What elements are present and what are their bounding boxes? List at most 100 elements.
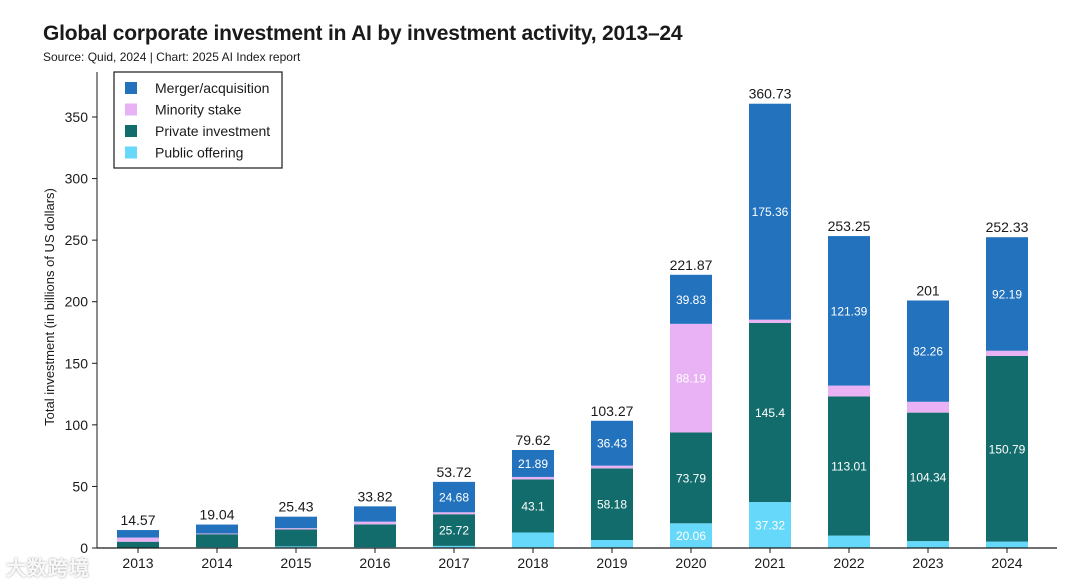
segment-value-label: 104.34 (910, 470, 947, 484)
bar-segment (433, 481, 475, 513)
x-tick-label: 2023 (912, 555, 943, 571)
x-tick-label: 2018 (517, 555, 548, 571)
bar-total-label: 14.57 (120, 512, 155, 528)
bar-stack-2021: 37.32 145.4 175.36 360.73 (749, 86, 792, 548)
bar-segment (670, 274, 712, 324)
legend-label: Merger/acquisition (155, 80, 269, 96)
segment-value-label: 150.79 (989, 442, 1026, 456)
bar-stack-2017: 25.72 24.68 53.72 (433, 464, 475, 548)
bar-stack-2015: 25.43 (275, 499, 317, 548)
segment-value-label: 73.79 (676, 471, 706, 485)
bar-segment (828, 385, 870, 397)
segment-value-label: 113.01 (831, 459, 867, 473)
bar-segment (512, 476, 554, 480)
legend-swatch (125, 125, 137, 137)
bar-total-label: 53.72 (436, 464, 471, 480)
segment-value-label: 24.68 (439, 491, 469, 505)
bar-segment (907, 300, 949, 402)
segment-value-label: 82.26 (913, 345, 943, 359)
y-tick-label: 350 (65, 109, 89, 125)
x-tick-label: 2013 (122, 555, 153, 571)
bar-segment (670, 432, 712, 524)
bar-segment (512, 449, 554, 477)
bar-segment (354, 506, 396, 522)
bar-segment (275, 546, 317, 548)
y-tick-label: 0 (80, 540, 88, 556)
bar-total-label: 252.33 (986, 219, 1029, 235)
y-tick-label: 250 (65, 232, 89, 248)
bar-stack-2022: 113.01 121.39 253.25 (828, 218, 871, 548)
bar-segment (670, 523, 712, 548)
x-tick-label: 2016 (359, 555, 390, 571)
bar-total-label: 360.73 (749, 86, 792, 102)
bar-stack-2016: 33.82 (354, 488, 396, 548)
bar-segment (986, 350, 1028, 356)
bar-segment (828, 396, 870, 536)
bar-stack-2024: 150.79 92.19 252.33 (986, 219, 1029, 548)
bar-segment (117, 530, 159, 538)
segment-value-label: 145.4 (755, 406, 785, 420)
segment-value-label: 92.19 (992, 287, 1022, 301)
legend-label: Public offering (155, 145, 243, 161)
bar-segment (433, 512, 475, 515)
x-tick-label: 2015 (280, 555, 311, 571)
bar-segment (591, 468, 633, 540)
segment-value-label: 43.1 (521, 499, 545, 513)
bars-group: 14.57 19.04 25.43 33.82 25.72 24.68 53.72 43.1 2… (117, 86, 1029, 548)
segment-value-label: 21.89 (518, 457, 548, 471)
y-tick-label: 50 (72, 478, 88, 494)
bar-segment (828, 535, 870, 548)
bar-segment (986, 355, 1028, 542)
x-axis: 2013 2014 2015 2016 2017 2018 2019 2020 2021 2022… (97, 547, 1057, 571)
bar-segment (275, 528, 317, 530)
legend-entry: Public offering (125, 145, 243, 161)
segment-value-label: 58.18 (597, 498, 627, 512)
y-tick-label: 200 (65, 294, 89, 310)
bar-segment (196, 533, 238, 535)
bar-total-label: 79.62 (515, 432, 550, 448)
bar-total-label: 103.27 (591, 403, 634, 419)
legend-entry: Minority stake (125, 102, 242, 118)
y-tick-label: 300 (65, 171, 89, 187)
x-tick-label: 2021 (754, 555, 785, 571)
y-tick-label: 150 (65, 355, 89, 371)
bar-segment (117, 537, 159, 542)
x-tick-label: 2019 (596, 555, 627, 571)
legend-swatch (125, 103, 137, 116)
chart-title: Global corporate investment in AI by inv… (43, 22, 683, 45)
bar-segment (354, 521, 396, 525)
segment-value-label: 88.19 (676, 372, 706, 386)
bar-stack-2023: 104.34 82.26 201 (907, 282, 949, 548)
legend-box (113, 71, 283, 169)
bar-segment (196, 524, 238, 534)
bar-total-label: 25.43 (278, 499, 313, 515)
bar-stack-2019: 58.18 36.43 103.27 (591, 403, 634, 548)
x-tick-label: 2014 (201, 555, 232, 571)
legend-swatch (125, 82, 137, 94)
segment-value-label: 36.43 (597, 437, 627, 451)
bar-segment (591, 539, 633, 548)
bar-segment (749, 319, 791, 323)
legend-entry: Private investment (125, 123, 270, 139)
segment-value-label: 175.36 (752, 205, 789, 219)
bar-segment (907, 401, 949, 413)
bar-segment (749, 322, 791, 503)
x-tick-label: 2017 (438, 555, 469, 571)
bar-total-label: 33.82 (357, 488, 392, 504)
bar-segment (117, 541, 159, 548)
bar-segment (433, 514, 475, 546)
bar-segment (591, 420, 633, 466)
bar-segment (670, 323, 712, 433)
bar-segment (433, 545, 475, 548)
y-tick-label: 100 (65, 417, 89, 433)
bar-stack-2014: 19.04 (196, 507, 238, 548)
bar-segment (986, 237, 1028, 351)
bar-segment (828, 236, 870, 386)
bar-segment (512, 479, 554, 533)
bar-total-label: 253.25 (828, 218, 871, 234)
legend: Merger/acquisition Minority stake Private … (113, 71, 283, 169)
bar-segment (512, 532, 554, 548)
bar-segment (907, 412, 949, 542)
legend-swatch (125, 146, 137, 159)
segment-value-label: 37.32 (755, 519, 785, 533)
